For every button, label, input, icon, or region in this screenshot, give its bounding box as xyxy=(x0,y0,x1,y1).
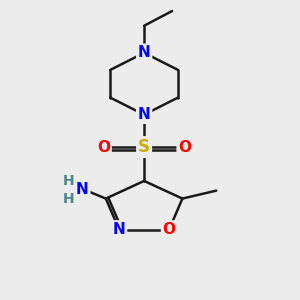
Text: O: O xyxy=(97,140,110,154)
Text: S: S xyxy=(138,138,150,156)
Text: O: O xyxy=(178,140,191,154)
Text: N: N xyxy=(113,222,125,237)
Text: H: H xyxy=(63,192,74,206)
Text: O: O xyxy=(163,222,176,237)
Text: H: H xyxy=(63,174,74,188)
Text: N: N xyxy=(138,107,151,122)
Text: N: N xyxy=(138,45,151,60)
Text: N: N xyxy=(76,182,89,197)
